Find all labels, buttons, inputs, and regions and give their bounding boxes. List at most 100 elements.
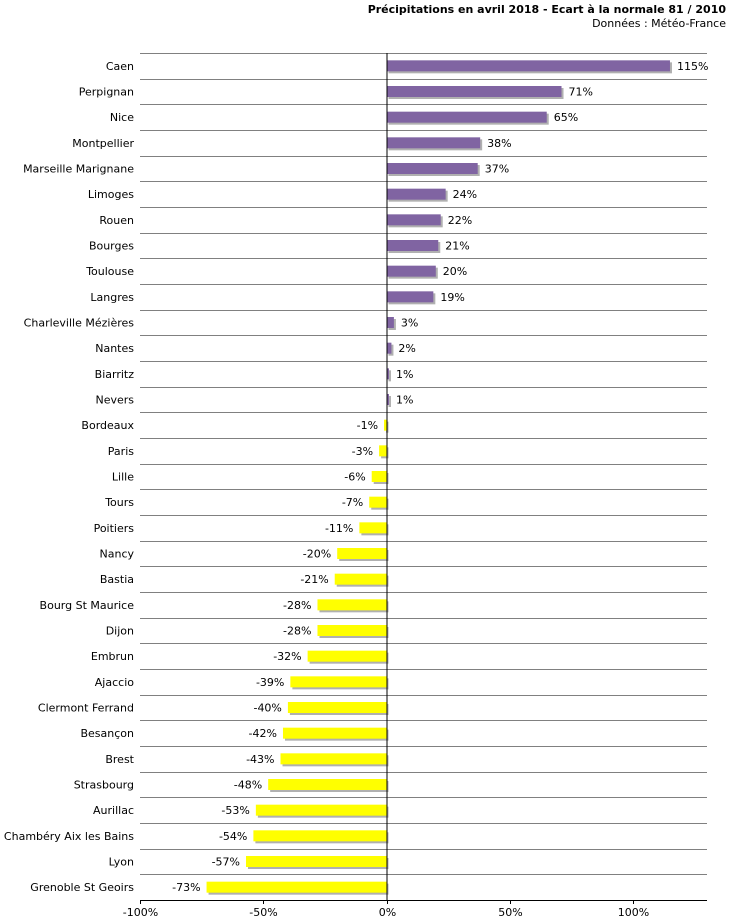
category-label: Limoges bbox=[88, 188, 134, 201]
data-label: -57% bbox=[212, 856, 240, 869]
bar bbox=[386, 291, 434, 303]
bar bbox=[253, 830, 387, 842]
bar bbox=[282, 727, 387, 739]
category-label: Nantes bbox=[95, 342, 134, 355]
data-label: -7% bbox=[342, 496, 363, 509]
category-label: Bastia bbox=[100, 573, 134, 586]
bar bbox=[386, 317, 394, 328]
category-label: Rouen bbox=[99, 214, 134, 227]
bar bbox=[386, 394, 389, 405]
data-label: -73% bbox=[172, 881, 200, 894]
bar bbox=[290, 676, 387, 688]
bar bbox=[386, 60, 670, 72]
bar bbox=[369, 496, 387, 508]
data-label: -6% bbox=[344, 471, 365, 484]
bar bbox=[307, 650, 387, 662]
data-label: -48% bbox=[234, 779, 262, 792]
bar bbox=[359, 522, 387, 534]
bar bbox=[386, 368, 389, 380]
category-label: Paris bbox=[108, 445, 134, 458]
bar bbox=[386, 265, 436, 277]
category-label: Poitiers bbox=[94, 522, 135, 535]
data-label: -21% bbox=[300, 573, 328, 586]
grid-lines bbox=[140, 53, 707, 901]
category-label: Strasbourg bbox=[74, 779, 134, 792]
data-label: -54% bbox=[219, 830, 247, 843]
bar bbox=[384, 419, 387, 431]
category-label: Dijon bbox=[106, 625, 134, 638]
bar bbox=[334, 573, 387, 585]
x-tick-label: 100% bbox=[618, 906, 649, 919]
category-label: Tours bbox=[104, 496, 134, 509]
bar-shadow bbox=[388, 396, 391, 407]
bar bbox=[386, 342, 392, 354]
bar bbox=[280, 753, 387, 765]
bar bbox=[268, 779, 387, 790]
data-label: 21% bbox=[445, 240, 469, 253]
bar bbox=[386, 163, 478, 174]
data-label: -53% bbox=[221, 804, 249, 817]
data-label: -42% bbox=[249, 727, 277, 740]
category-label: Nancy bbox=[100, 548, 135, 561]
data-label: -1% bbox=[357, 419, 378, 432]
data-label: -39% bbox=[256, 676, 284, 689]
bar bbox=[206, 881, 387, 893]
bar bbox=[386, 86, 562, 97]
category-label: Montpellier bbox=[72, 137, 134, 150]
x-tick-label: 50% bbox=[498, 906, 522, 919]
category-label: Brest bbox=[105, 753, 134, 766]
category-label: Biarritz bbox=[95, 368, 135, 381]
chart-subtitle: Données : Météo-France bbox=[592, 17, 726, 30]
data-label: -3% bbox=[352, 445, 373, 458]
category-label: Bordeaux bbox=[81, 419, 134, 432]
bar bbox=[386, 137, 481, 149]
x-tick-label: 0% bbox=[379, 906, 396, 919]
bar bbox=[386, 214, 441, 226]
data-label: -43% bbox=[246, 753, 274, 766]
bar bbox=[386, 240, 439, 251]
category-label: Nevers bbox=[95, 394, 134, 407]
bar bbox=[287, 702, 387, 713]
data-label: 1% bbox=[396, 368, 413, 381]
data-label: 22% bbox=[448, 214, 472, 227]
category-label: Aurillac bbox=[93, 804, 134, 817]
data-label: -20% bbox=[303, 548, 331, 561]
category-labels: Caen Perpignan Nice Montpellier Marseille Ma… bbox=[4, 60, 135, 894]
bar bbox=[386, 111, 547, 123]
data-label: 71% bbox=[569, 86, 593, 99]
data-label: 20% bbox=[443, 265, 467, 278]
data-label: 115% bbox=[677, 60, 708, 73]
category-label: Ajaccio bbox=[95, 676, 134, 689]
category-label: Lyon bbox=[109, 856, 134, 869]
category-label: Grenoble St Geoirs bbox=[30, 881, 134, 894]
bar bbox=[371, 471, 387, 482]
data-label: 1% bbox=[396, 394, 413, 407]
category-label: Nice bbox=[110, 111, 134, 124]
x-axis: -100% -50% 0% 50% 100% bbox=[123, 53, 707, 919]
category-label: Lille bbox=[112, 471, 134, 484]
category-label: Besançon bbox=[80, 727, 134, 740]
data-label: -40% bbox=[253, 702, 281, 715]
data-label: 24% bbox=[453, 188, 477, 201]
category-label: Langres bbox=[90, 291, 134, 304]
bar bbox=[317, 599, 387, 611]
bar-shadow bbox=[388, 370, 391, 382]
chart-title: Précipitations en avril 2018 - Ecart à l… bbox=[368, 3, 727, 16]
category-label: Caen bbox=[106, 60, 134, 73]
category-label: Bourges bbox=[89, 240, 134, 253]
data-label: 65% bbox=[554, 111, 578, 124]
bar bbox=[245, 856, 387, 867]
data-label: -28% bbox=[283, 599, 311, 612]
bars: 115% 71% 65% 38% 37% 24% 22% 21% 20% 19% 3% 2% 1% 1% -… bbox=[172, 60, 708, 895]
bar bbox=[379, 445, 387, 457]
category-label: Embrun bbox=[91, 650, 134, 663]
x-tick-label: -100% bbox=[123, 906, 158, 919]
data-label: 3% bbox=[401, 317, 418, 330]
data-label: 19% bbox=[440, 291, 464, 304]
x-tick-label: -50% bbox=[249, 906, 277, 919]
category-label: Charleville Mézières bbox=[24, 317, 135, 330]
data-label: 38% bbox=[487, 137, 511, 150]
category-label: Bourg St Maurice bbox=[40, 599, 135, 612]
data-label: 2% bbox=[398, 342, 415, 355]
